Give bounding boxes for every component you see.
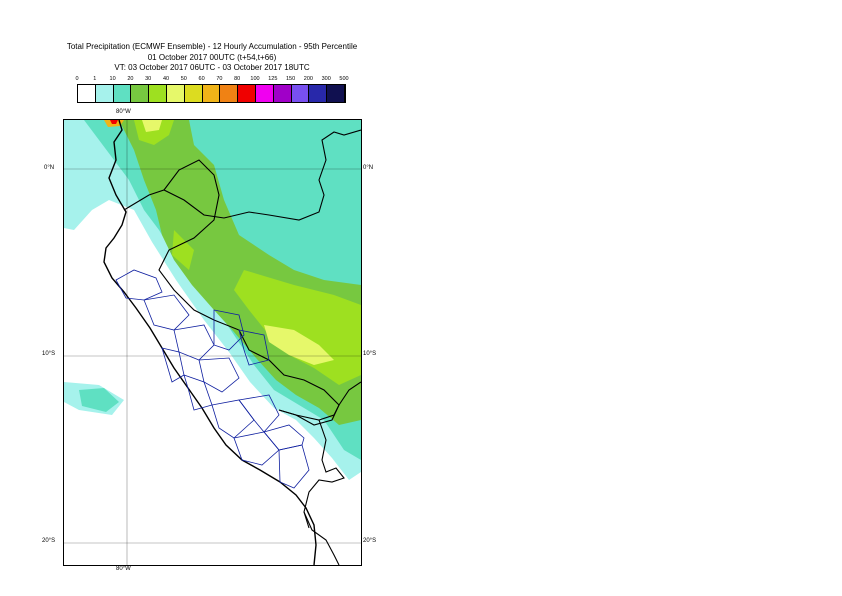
map-svg [64,120,361,565]
legend-swatch [131,85,150,102]
precip-area-red [110,120,118,124]
legend-swatch [95,85,114,102]
brazil-border [278,381,361,421]
legend-boundary-label: 50 [180,76,187,82]
legend-swatch [202,85,221,102]
legend-boundary-label: 60 [198,76,205,82]
legend-swatch [273,85,292,102]
lat-label-left-10: 10°S [42,351,56,357]
lon-label-bottom: 80°W [116,566,131,572]
legend-boundary-label: 1 [93,76,97,82]
legend-swatch [327,85,345,102]
legend-boundary-label: 150 [286,76,296,82]
precip-area-yellowgreen-3 [172,230,194,270]
legend-swatch [291,85,310,102]
legend-boundary-label: 10 [109,76,116,82]
lat-label-right-0: 0°N [363,165,374,171]
lat-label-left-0: 0°N [44,165,55,171]
precipitation-legend: 0 1 10 20 30 40 50 60 70 80 100 125 150 200 300 500 [75,76,349,103]
legend-swatch [238,85,256,102]
legend-color-bar [77,84,346,103]
legend-boundary-label: 200 [303,76,313,82]
legend-swatch [166,85,185,102]
lon-label-top: 80°W [116,109,131,115]
lat-label-right-20: 20°S [363,538,377,544]
ecuador-peru-border [123,129,361,221]
legend-boundary-label: 0 [75,76,79,82]
legend-labels: 0 1 10 20 30 40 50 60 70 80 100 125 150 200 300 500 [75,76,349,85]
coastline [103,120,317,565]
legend-boundary-label: 40 [162,76,170,82]
legend-swatch [220,85,239,102]
legend-boundary-label: 70 [216,76,223,82]
lat-label-right-10: 10°S [363,351,377,357]
legend-swatch [184,85,203,102]
legend-swatch [255,85,274,102]
title-line-2: 01 October 2017 00UTC (t+54,t+66) [147,52,277,62]
legend-boundary-label: 20 [127,76,134,82]
bolivia-border [303,419,345,529]
legend-boundary-label: 30 [145,76,152,82]
region-outlines [115,269,310,489]
legend-swatch [78,85,96,102]
legend-swatch [113,85,132,102]
precip-area-light-ocean-1 [64,158,96,195]
chile-border [303,511,340,565]
legend-boundary-label: 80 [234,76,241,82]
map-title: Total Precipitation (ECMWF Ensemble) - 1… [0,42,424,74]
legend-boundary-label: 500 [339,76,349,82]
title-line-1: Total Precipitation (ECMWF Ensemble) - 1… [66,42,358,51]
precip-area-paleyellow-1 [264,325,334,365]
legend-boundary-label: 125 [268,76,278,82]
legend-boundary-label: 300 [321,76,331,82]
precip-area-paleyellow-2 [142,120,162,132]
legend-boundary-label: 100 [250,76,260,82]
legend-swatch [309,85,328,102]
lat-label-left-20: 20°S [42,538,56,544]
precip-area-yellowgreen-2 [134,120,174,145]
title-line-3: VT: 03 October 2017 06UTC - 03 October 2… [114,63,310,72]
legend-swatch [149,85,167,102]
precipitation-map [63,119,362,566]
precip-area-teal-ocean [79,388,119,412]
